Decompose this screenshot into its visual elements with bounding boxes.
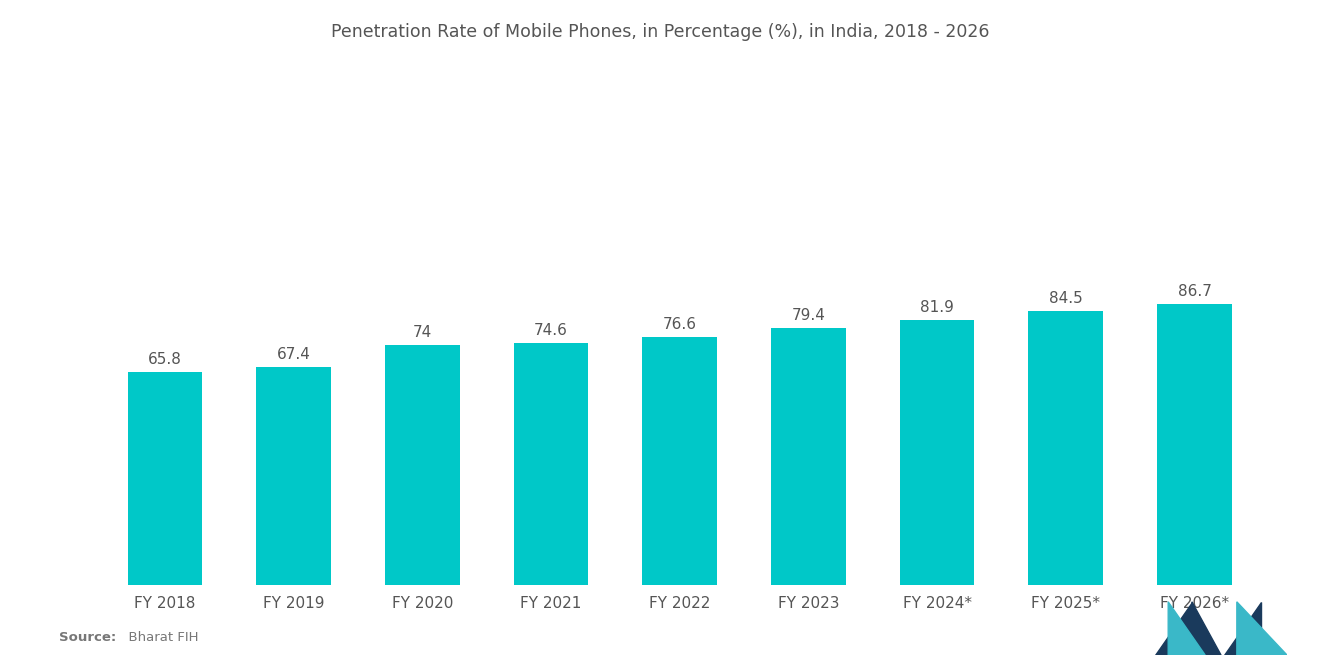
Polygon shape [1192, 602, 1221, 655]
Bar [128, 372, 202, 585]
Polygon shape [1155, 602, 1192, 655]
Bar [643, 337, 717, 585]
Text: 79.4: 79.4 [792, 308, 825, 323]
Text: 74.6: 74.6 [535, 323, 568, 338]
Text: 67.4: 67.4 [277, 347, 310, 362]
Bar [256, 366, 331, 585]
Bar [771, 328, 846, 585]
Polygon shape [1237, 602, 1287, 655]
Polygon shape [1224, 602, 1261, 655]
Bar [1158, 304, 1232, 585]
Text: 65.8: 65.8 [148, 352, 182, 367]
Text: 86.7: 86.7 [1177, 284, 1212, 299]
Bar [900, 320, 974, 585]
Text: 84.5: 84.5 [1049, 291, 1082, 307]
Bar [513, 343, 589, 585]
Bar [1028, 311, 1104, 585]
Text: 76.6: 76.6 [663, 317, 697, 332]
Text: 81.9: 81.9 [920, 300, 954, 315]
Text: Penetration Rate of Mobile Phones, in Percentage (%), in India, 2018 - 2026: Penetration Rate of Mobile Phones, in Pe… [331, 23, 989, 41]
Text: Bharat FIH: Bharat FIH [120, 630, 198, 644]
Polygon shape [1168, 602, 1205, 655]
Text: Source:: Source: [59, 630, 116, 644]
Bar [385, 345, 459, 585]
Text: 74: 74 [413, 325, 432, 340]
